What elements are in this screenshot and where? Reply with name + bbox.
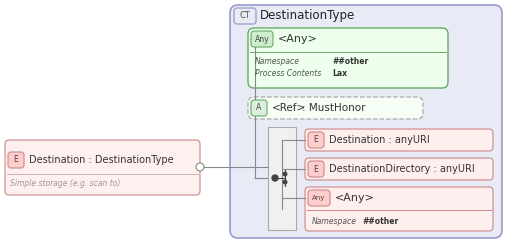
- Text: Any: Any: [313, 195, 326, 201]
- Circle shape: [196, 163, 204, 171]
- Text: DestinationDirectory : anyURI: DestinationDirectory : anyURI: [329, 164, 475, 174]
- FancyBboxPatch shape: [305, 129, 493, 151]
- Text: Lax: Lax: [332, 70, 347, 78]
- Text: Namespace: Namespace: [312, 218, 357, 226]
- Text: ##other: ##other: [362, 218, 398, 226]
- Text: Any: Any: [254, 35, 269, 44]
- FancyBboxPatch shape: [248, 28, 448, 88]
- Text: Simple storage (e.g. scan to): Simple storage (e.g. scan to): [10, 179, 120, 187]
- Text: Destination : anyURI: Destination : anyURI: [329, 135, 430, 145]
- Text: <Any>: <Any>: [335, 193, 375, 203]
- Text: ##other: ##other: [332, 57, 368, 65]
- FancyBboxPatch shape: [230, 5, 502, 238]
- Text: E: E: [314, 135, 318, 145]
- Text: Destination : DestinationType: Destination : DestinationType: [29, 155, 174, 165]
- FancyBboxPatch shape: [234, 8, 256, 24]
- FancyBboxPatch shape: [248, 97, 423, 119]
- Bar: [268, 127, 296, 230]
- FancyBboxPatch shape: [305, 158, 493, 180]
- FancyBboxPatch shape: [5, 140, 200, 195]
- FancyBboxPatch shape: [305, 187, 493, 231]
- Text: <Ref>: <Ref>: [272, 103, 306, 113]
- FancyBboxPatch shape: [251, 31, 273, 47]
- FancyBboxPatch shape: [308, 132, 324, 148]
- Text: CT: CT: [240, 12, 250, 21]
- Text: A: A: [257, 103, 262, 112]
- Circle shape: [272, 175, 278, 181]
- FancyBboxPatch shape: [251, 100, 267, 116]
- Text: <Any>: <Any>: [278, 34, 318, 44]
- Text: DestinationType: DestinationType: [260, 10, 355, 23]
- Text: : MustHonor: : MustHonor: [302, 103, 365, 113]
- Text: E: E: [314, 164, 318, 173]
- FancyBboxPatch shape: [308, 161, 324, 177]
- Text: Process Contents: Process Contents: [255, 70, 321, 78]
- FancyBboxPatch shape: [308, 190, 330, 206]
- Circle shape: [283, 180, 287, 184]
- FancyBboxPatch shape: [8, 152, 24, 168]
- Circle shape: [283, 172, 287, 176]
- Text: E: E: [14, 156, 18, 164]
- Text: Namespace: Namespace: [255, 57, 300, 65]
